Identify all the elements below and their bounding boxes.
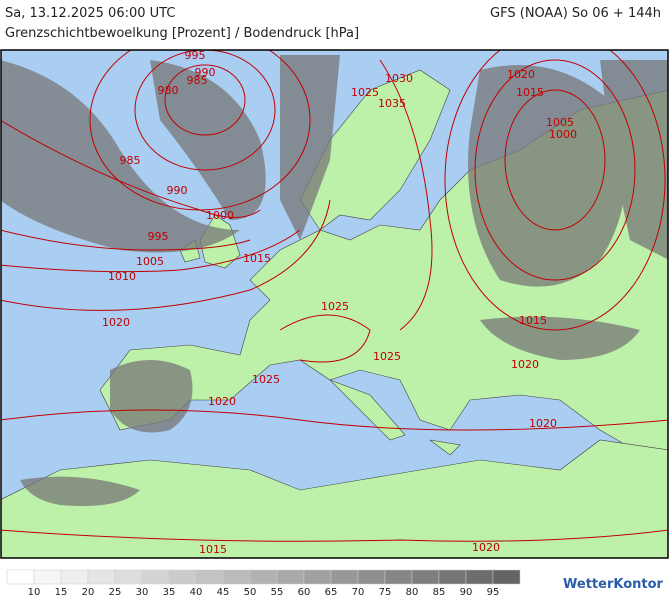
isobar-label: 1025 [321, 300, 349, 313]
model-label: GFS (NOAA) So 06 + 144h [490, 6, 661, 21]
isobars [1, 50, 668, 542]
legend-label: 15 [55, 587, 68, 598]
legend-swatch [222, 569, 251, 585]
legend-label: 40 [190, 587, 203, 598]
legend-label: 60 [298, 587, 311, 598]
isobar-label: 1010 [108, 270, 136, 283]
isobar-label: 1020 [472, 541, 500, 554]
legend-label: 95 [487, 587, 500, 598]
legend-swatch [87, 569, 116, 585]
isobar-label: 1035 [378, 97, 406, 110]
isobar-label: 1020 [529, 417, 557, 430]
legend-swatch [33, 569, 62, 585]
legend-swatch [492, 569, 521, 585]
legend-label: 90 [460, 587, 473, 598]
date-label: Sa, 13.12.2025 06:00 UTC [5, 6, 176, 21]
legend-swatch [465, 569, 494, 585]
legend-swatch [114, 569, 143, 585]
isobar-label-group: 9959909859809859901000995100510101015102… [102, 49, 577, 556]
isobar-label: 1020 [208, 395, 236, 408]
legend-swatch [357, 569, 386, 585]
isobar-label: 1020 [511, 358, 539, 371]
legend-label: 75 [379, 587, 392, 598]
legend-swatch [276, 569, 305, 585]
legend-label: 50 [244, 587, 257, 598]
logo: WetterKontor [563, 577, 664, 592]
legend-label: 55 [271, 587, 284, 598]
isobar-label: 990 [195, 66, 216, 79]
map-area [1, 50, 668, 558]
legend-label: 70 [352, 587, 365, 598]
legend: 10 15 20 25 30 35 40 45 50 55 60 65 70 75 80 85 90 95 [6, 569, 521, 598]
legend-label: 45 [217, 587, 230, 598]
isobar-label: 1015 [516, 86, 544, 99]
isobar-label: 995 [148, 230, 169, 243]
legend-label: 30 [136, 587, 149, 598]
isobar-label: 1025 [351, 86, 379, 99]
isobar-label: 980 [158, 84, 179, 97]
isobar-label: 995 [185, 49, 206, 62]
isobar-label: 1000 [206, 209, 234, 222]
legend-swatch [141, 569, 170, 585]
legend-label: 65 [325, 587, 338, 598]
legend-label: 80 [406, 587, 419, 598]
legend-swatch [195, 569, 224, 585]
isobar-label: 1025 [252, 373, 280, 386]
isobar-label: 1015 [199, 543, 227, 556]
isobar-label: 1025 [373, 350, 401, 363]
isobar-label: 1005 [546, 116, 574, 129]
isobar-label: 1015 [519, 314, 547, 327]
legend-swatch [303, 569, 332, 585]
isobar-label: 1015 [243, 252, 271, 265]
legend-swatch [6, 569, 35, 585]
isobar-label: 1005 [136, 255, 164, 268]
isobar-label: 985 [187, 74, 208, 87]
isobar-label: 990 [167, 184, 188, 197]
legend-label: 85 [433, 587, 446, 598]
legend-label: 35 [163, 587, 176, 598]
isobar-label: 1020 [102, 316, 130, 329]
legend-swatch [438, 569, 467, 585]
legend-swatch [60, 569, 89, 585]
legend-label: 25 [109, 587, 122, 598]
legend-label: 20 [82, 587, 95, 598]
subtitle: Grenzschichtbewoelkung [Prozent] / Boden… [5, 26, 360, 41]
legend-swatch [168, 569, 197, 585]
legend-swatch [330, 569, 359, 585]
clouds [1, 55, 668, 506]
legend-swatch [384, 569, 413, 585]
isobar-label: 1020 [507, 68, 535, 81]
legend-label: 10 [28, 587, 41, 598]
isobar-label: 985 [120, 154, 141, 167]
legend-swatch [411, 569, 440, 585]
legend-swatch [249, 569, 278, 585]
isobar-label: 1000 [549, 128, 577, 141]
map-frame [0, 49, 669, 559]
isobar-label: 1030 [385, 72, 413, 85]
